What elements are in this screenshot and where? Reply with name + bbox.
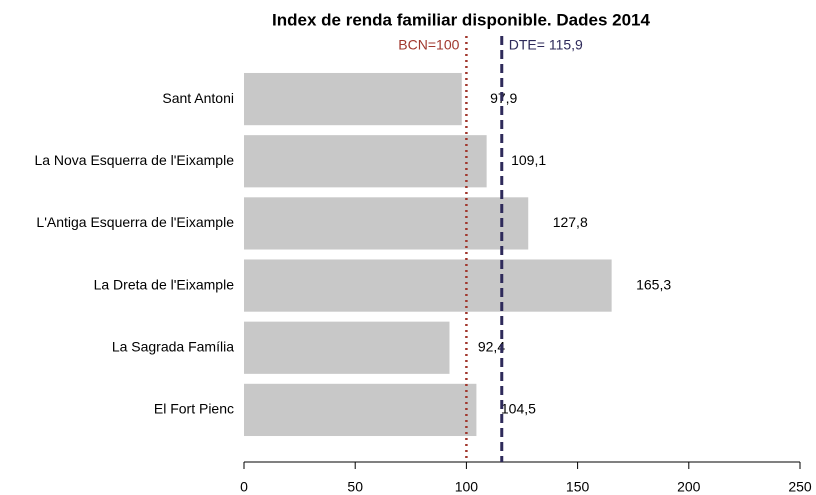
- value-label: 109,1: [511, 152, 546, 168]
- x-tick-label: 200: [677, 479, 701, 495]
- y-tick-label: La Sagrada Família: [112, 338, 234, 354]
- bar: [244, 259, 612, 312]
- value-label: 127,8: [553, 214, 588, 230]
- bar: [244, 197, 529, 250]
- bar: [244, 135, 487, 188]
- bar: [244, 383, 477, 437]
- bar: [244, 72, 462, 126]
- reference-label: BCN=100: [398, 37, 459, 53]
- value-label: 92,4: [478, 338, 505, 354]
- y-tick-label: El Fort Pienc: [154, 401, 234, 417]
- bar: [244, 321, 450, 374]
- y-tick-label: La Nova Esquerra de l'Eixample: [34, 152, 234, 168]
- x-tick-label: 100: [455, 479, 479, 495]
- y-tick-label: L'Antiga Esquerra de l'Eixample: [36, 214, 234, 230]
- y-tick-label: Sant Antoni: [162, 90, 234, 106]
- x-tick-label: 50: [347, 479, 363, 495]
- value-label: 165,3: [636, 276, 671, 292]
- value-label: 104,5: [501, 401, 536, 417]
- reference-label: DTE= 115,9: [509, 37, 583, 53]
- value-label: 97,9: [490, 90, 517, 106]
- x-tick-label: 0: [240, 479, 248, 495]
- chart-title: Index de renda familiar disponible. Dade…: [272, 10, 650, 29]
- x-tick-label: 150: [566, 479, 590, 495]
- x-tick-label: 250: [788, 479, 812, 495]
- y-tick-label: La Dreta de l'Eixample: [94, 276, 235, 292]
